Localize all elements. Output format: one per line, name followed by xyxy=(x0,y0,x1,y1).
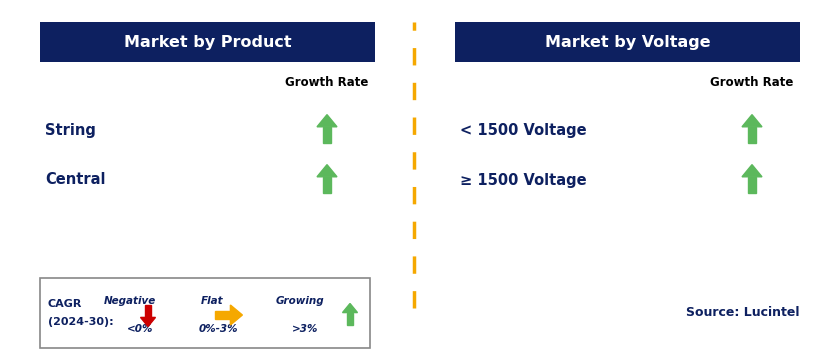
Text: String: String xyxy=(45,122,96,137)
Text: Market by Voltage: Market by Voltage xyxy=(544,34,710,49)
Polygon shape xyxy=(748,177,755,193)
Polygon shape xyxy=(316,165,337,177)
Text: Growth Rate: Growth Rate xyxy=(710,76,792,88)
Text: Growing: Growing xyxy=(276,296,324,306)
Text: 0%-3%: 0%-3% xyxy=(198,324,238,334)
FancyBboxPatch shape xyxy=(40,22,374,62)
Text: Central: Central xyxy=(45,173,105,188)
Polygon shape xyxy=(140,318,156,326)
Polygon shape xyxy=(316,115,337,127)
FancyBboxPatch shape xyxy=(455,22,799,62)
Polygon shape xyxy=(323,177,330,193)
Text: (2024-30):: (2024-30): xyxy=(48,317,113,327)
Text: CAGR: CAGR xyxy=(48,299,82,309)
Polygon shape xyxy=(342,304,357,313)
Text: Market by Product: Market by Product xyxy=(123,34,291,49)
Text: >3%: >3% xyxy=(291,324,318,334)
Polygon shape xyxy=(145,305,151,318)
Polygon shape xyxy=(323,127,330,144)
Text: Growth Rate: Growth Rate xyxy=(285,76,368,88)
Text: Flat: Flat xyxy=(200,296,223,306)
Polygon shape xyxy=(214,311,230,319)
Text: ≥ 1500 Voltage: ≥ 1500 Voltage xyxy=(460,173,586,188)
Polygon shape xyxy=(741,115,761,127)
Polygon shape xyxy=(230,305,242,325)
Text: < 1500 Voltage: < 1500 Voltage xyxy=(460,122,586,137)
Text: <0%: <0% xyxy=(127,324,153,334)
Polygon shape xyxy=(741,165,761,177)
FancyBboxPatch shape xyxy=(40,278,369,348)
Polygon shape xyxy=(347,313,353,325)
Text: Source: Lucintel: Source: Lucintel xyxy=(686,306,799,319)
Polygon shape xyxy=(748,127,755,144)
Text: Negative: Negative xyxy=(104,296,156,306)
